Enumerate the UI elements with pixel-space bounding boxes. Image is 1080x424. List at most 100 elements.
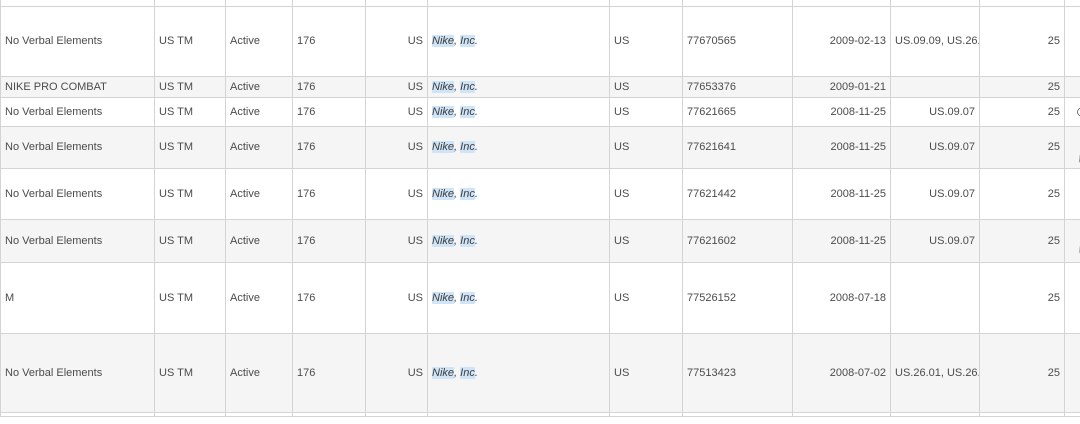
serial-number-cell: 77621641 [682, 126, 793, 169]
owner-name: Nike, Inc. [432, 291, 478, 304]
design-code-cell: US.09.07 [890, 126, 980, 169]
mark-image-cell [1064, 168, 1080, 220]
mark-cell: No Verbal Elements [0, 97, 155, 127]
partial-cell [365, 412, 428, 417]
partial-cell [154, 412, 226, 417]
filing-date-cell: 2008-11-25 [792, 97, 891, 127]
table-row[interactable]: No Verbal Elements US TM Active 176 US Nike, … [0, 97, 1080, 127]
table-row[interactable]: No Verbal Elements US TM Active 176 US Nike, … [0, 219, 1080, 263]
class-cell: 176 [292, 76, 366, 98]
partial-row-top [0, 0, 1080, 7]
status-cell: Active [225, 126, 293, 169]
owner-name-highlight: Nike [432, 366, 455, 379]
owner-cell: Nike, Inc. [427, 6, 610, 77]
mark-cell: No Verbal Elements [0, 126, 155, 169]
table-row[interactable]: No Verbal Elements US TM Active 176 US Nike, … [0, 6, 1080, 77]
owner-country-cell: US [365, 76, 428, 98]
filing-country-cell: US [609, 262, 683, 334]
owner-name-highlight: Inc [460, 141, 475, 153]
design-code-cell: US.09.07 [890, 219, 980, 263]
owner-name-highlight: Nike [432, 105, 455, 118]
partial-cell [225, 412, 293, 417]
owner-country-cell: US [365, 219, 428, 263]
filing-date-cell: 2008-11-25 [792, 219, 891, 263]
type-cell: US TM [154, 333, 226, 413]
table-row[interactable]: No Verbal Elements US TM Active 176 US Nike, … [0, 126, 1080, 169]
owner-cell: Nike, Inc. [427, 76, 610, 98]
partial-cell [890, 412, 980, 417]
filing-country-cell: US [609, 333, 683, 413]
serial-number-cell: 77526152 [682, 262, 793, 334]
filing-date-cell: 2009-02-13 [792, 6, 891, 77]
shoe-sole-tread-pattern-icon[interactable] [1069, 99, 1080, 125]
type-cell: US TM [154, 168, 226, 220]
mark-image-cell [1064, 97, 1080, 127]
owner-name: Nike, Inc. [432, 35, 478, 47]
table-row[interactable]: M US TM Active 176 US Nike, Inc. US 77526152 200… [0, 262, 1080, 334]
owner-name-highlight: Nike [432, 187, 455, 200]
partial-cell [682, 412, 793, 417]
owner-name: Nike, Inc. [432, 234, 478, 247]
mark-cell: No Verbal Elements [0, 6, 155, 77]
table-row[interactable]: No Verbal Elements US TM Active 176 US Nike, … [0, 333, 1080, 413]
design-code-cell [890, 76, 980, 98]
class-cell: 176 [292, 6, 366, 77]
mark-image-cell [1064, 6, 1080, 77]
design-code-cell: US.26.01, US.26.17 [890, 333, 980, 413]
status-cell: Active [225, 262, 293, 334]
filing-country-cell: US [609, 6, 683, 77]
filing-date-cell: 2008-07-18 [792, 262, 891, 334]
partial-cell [427, 412, 610, 417]
owner-name-highlight: Inc [460, 105, 475, 118]
low-top-sneaker-side-view-icon[interactable] [1069, 129, 1080, 167]
mark-cell: No Verbal Elements [0, 219, 155, 263]
partial-cell [0, 412, 155, 417]
design-code-cell: US.09.07 [890, 97, 980, 127]
mark-image-cell [1064, 126, 1080, 169]
owner-country-cell: US [365, 333, 428, 413]
filing-country-cell: US [609, 219, 683, 263]
serial-number-cell: 77653376 [682, 76, 793, 98]
owner-name: Nike, Inc. [432, 105, 478, 118]
owner-cell: Nike, Inc. [427, 97, 610, 127]
status-cell: Active [225, 168, 293, 220]
owner-name-highlight: Inc [460, 187, 475, 200]
black-white-pinwheel-flower-logo-icon[interactable] [1069, 334, 1080, 412]
owner-name: Nike, Inc. [432, 80, 478, 93]
status-cell: Active [225, 97, 293, 127]
owner-cell: Nike, Inc. [427, 219, 610, 263]
owner-name-highlight: Nike [432, 291, 455, 304]
class-cell: 176 [292, 126, 366, 169]
mark-cell: M [0, 262, 155, 334]
count-cell: 25 [979, 333, 1065, 413]
owner-name-highlight: Nike [432, 141, 455, 153]
air-max-sneaker-side-view-icon[interactable] [1069, 221, 1080, 261]
black-wings-m-logo-icon[interactable] [1069, 267, 1080, 329]
filing-country-cell: US [609, 97, 683, 127]
serial-number-cell: 77621442 [682, 168, 793, 220]
filing-date-cell: 2009-01-21 [792, 76, 891, 98]
serial-number-cell: 77670565 [682, 6, 793, 77]
table-row[interactable]: NIKE PRO COMBAT US TM Active 176 US Nike, Inc… [0, 76, 1080, 98]
owner-country-cell: US [365, 262, 428, 334]
type-cell: US TM [154, 76, 226, 98]
filing-country-cell: US [609, 168, 683, 220]
count-cell: 25 [979, 168, 1065, 220]
owner-cell: Nike, Inc. [427, 333, 610, 413]
mark-cell: No Verbal Elements [0, 333, 155, 413]
owner-country-cell: US [365, 97, 428, 127]
partial-cell [292, 412, 366, 417]
table-row[interactable]: No Verbal Elements US TM Active 176 US Nike, … [0, 168, 1080, 220]
owner-name: Nike, Inc. [432, 366, 478, 379]
pinwheel-outline-flower-logo-icon[interactable] [1069, 8, 1080, 76]
owner-cell: Nike, Inc. [427, 168, 610, 220]
type-cell: US TM [154, 219, 226, 263]
serial-number-cell: 77513423 [682, 333, 793, 413]
type-cell: US TM [154, 97, 226, 127]
type-cell: US TM [154, 6, 226, 77]
owner-country-cell: US [365, 126, 428, 169]
type-cell: US TM [154, 262, 226, 334]
mid-top-sneaker-side-view-icon[interactable] [1069, 171, 1080, 218]
status-cell: Active [225, 76, 293, 98]
filing-date-cell: 2008-11-25 [792, 168, 891, 220]
